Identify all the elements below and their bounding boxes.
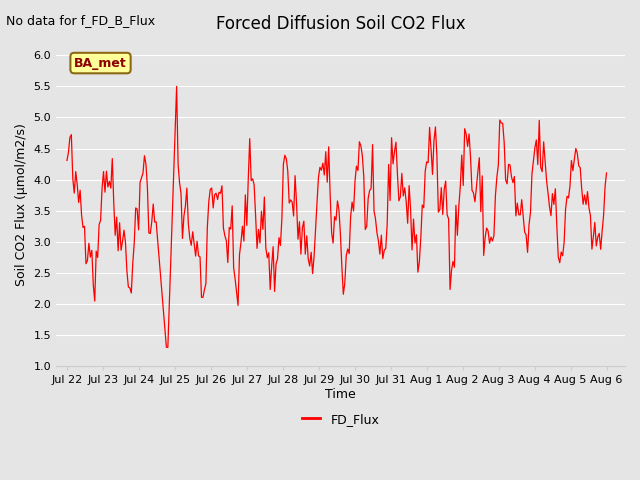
Title: Forced Diffusion Soil CO2 Flux: Forced Diffusion Soil CO2 Flux bbox=[216, 15, 465, 33]
Text: No data for f_FD_B_Flux: No data for f_FD_B_Flux bbox=[6, 14, 156, 27]
Text: BA_met: BA_met bbox=[74, 57, 127, 70]
Y-axis label: Soil CO2 Flux (μmol/m2/s): Soil CO2 Flux (μmol/m2/s) bbox=[15, 123, 28, 286]
X-axis label: Time: Time bbox=[325, 388, 356, 401]
Legend: FD_Flux: FD_Flux bbox=[296, 408, 384, 431]
